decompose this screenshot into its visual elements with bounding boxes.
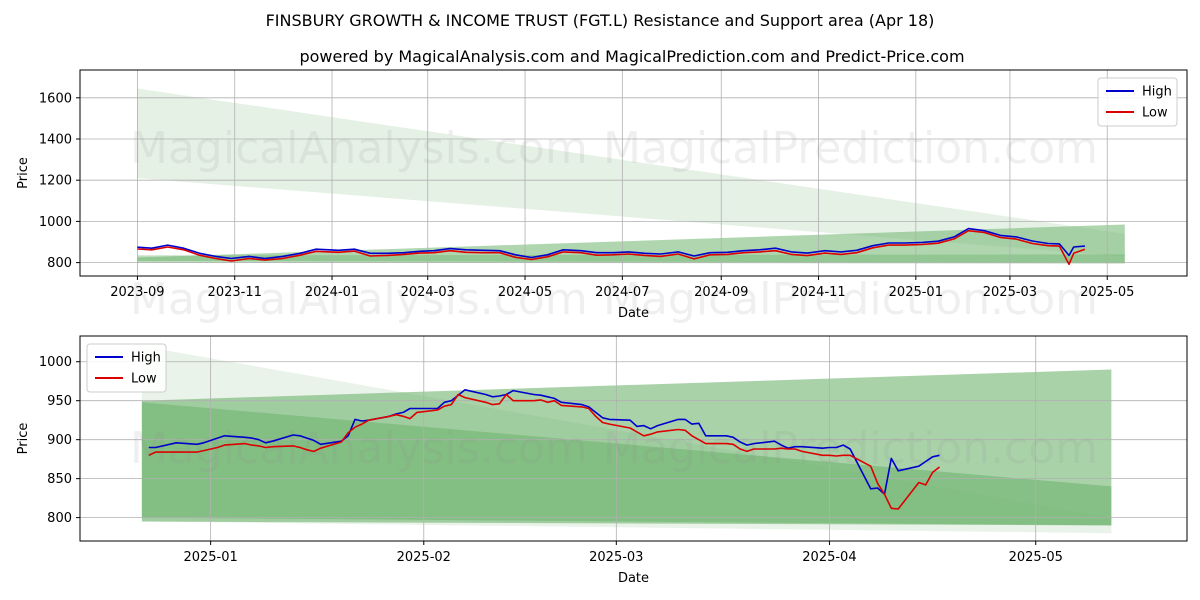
support-resistance-bands [137,88,1125,264]
y-tick-label-3: 950 [47,394,72,409]
top-panel: MagicalAnalysis.com MagicalPrediction.com… [16,69,1188,325]
band-2 [141,402,1112,526]
x-tick-label-2: 2025-03 [589,550,643,565]
bottom-panel: MagicalAnalysis.com MagicalPrediction.com… [16,335,1188,586]
x-axis-label: Date [618,571,649,586]
watermark-prediction-2: MagicalPrediction.com [603,274,1098,325]
x-axis-label: Date [618,306,649,321]
grid [80,336,1187,541]
y-tick-label-0: 800 [47,256,72,271]
plot-frame [79,335,1188,542]
legend: High Low [86,343,167,393]
legend-label-low: Low [131,372,157,387]
series-line-high [137,227,1085,260]
x-tick-label-3: 2025-04 [802,550,856,565]
x-tick-label-6: 2024-09 [694,285,748,300]
x-tick-label-8: 2025-01 [889,285,943,300]
x-tick-label-7: 2024-11 [791,285,845,300]
y-tick-label-3: 1400 [39,133,72,148]
y-tick-label-0: 800 [47,511,72,526]
grid [80,70,1187,276]
legend-label-high: High [131,351,161,366]
x-tick-label-9: 2025-03 [983,285,1037,300]
legend: High Low [1097,77,1178,127]
y-tick-label-4: 1600 [39,91,72,106]
band-0 [137,88,1125,257]
legend-label-high: High [1142,85,1172,100]
ticks: 2023-09 2023-11 2024-01 2024-03 2024-05 2024-… [39,91,1135,300]
x-tick-label-4: 2025-05 [1009,550,1063,565]
x-tick-label-3: 2024-03 [401,285,455,300]
watermark-analysis-2: MagicalAnalysis.com [130,274,588,325]
x-tick-label-10: 2025-05 [1080,285,1134,300]
x-tick-label-2: 2024-01 [305,285,359,300]
chart-subtitle: powered by MagicalAnalysis.com and Magic… [299,47,964,66]
y-tick-label-1: 850 [47,472,72,487]
x-tick-label-4: 2024-05 [498,285,552,300]
series-line-low [148,393,940,510]
chart-title: FINSBURY GROWTH & INCOME TRUST (FGT.L) R… [266,11,935,30]
series [148,389,940,510]
legend-label-low: Low [1142,106,1168,121]
series-line-low [137,229,1086,266]
y-tick-label-1: 1000 [39,215,72,230]
y-axis-label: Price [16,423,31,455]
series [137,227,1086,266]
watermark-analysis: MagicalAnalysis.com [130,423,588,474]
watermarks: MagicalAnalysis.com MagicalPrediction.com… [130,123,1098,325]
x-tick-label-1: 2023-11 [208,285,262,300]
ticks: 2025-01 2025-02 2025-03 2025-04 2025-05 800 85… [39,355,1063,565]
x-tick-label-0: 2023-09 [110,285,164,300]
y-tick-label-2: 1200 [39,174,72,189]
series-line-high [148,389,940,495]
y-tick-label-2: 900 [47,433,72,448]
x-tick-label-0: 2025-01 [183,550,237,565]
y-axis-label: Price [16,157,31,189]
watermark-analysis: MagicalAnalysis.com [130,123,588,174]
watermark-prediction: MagicalPrediction.com [603,123,1098,174]
plot-frame [79,69,1188,277]
band-2 [137,254,1125,264]
x-tick-label-5: 2024-07 [595,285,649,300]
watermarks: MagicalAnalysis.com MagicalPrediction.com [130,423,1098,474]
x-tick-label-1: 2025-02 [397,550,451,565]
y-tick-label-4: 1000 [39,355,72,370]
